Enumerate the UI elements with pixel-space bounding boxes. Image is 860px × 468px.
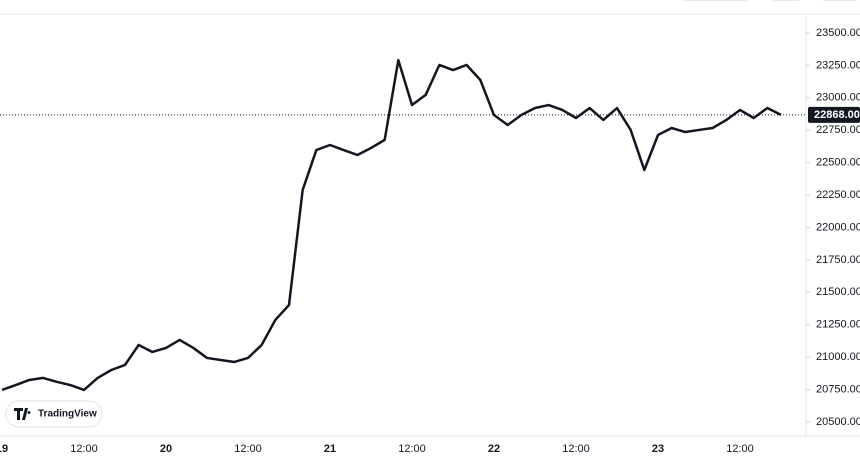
y-tick-label: 22000.00 (816, 221, 860, 233)
x-tick-label: 21 (324, 443, 336, 455)
y-tick-label: 23500.00 (816, 27, 860, 39)
x-tick-label: 12:00 (398, 443, 426, 455)
y-tick-label: 23000.00 (816, 92, 860, 104)
y-tick-label: 21500.00 (816, 286, 860, 298)
y-tick-label: 22750.00 (816, 124, 860, 136)
watermark-logo (14, 408, 31, 420)
x-tick-label: 20 (160, 443, 172, 455)
y-tick-label: 22250.00 (816, 189, 860, 201)
x-tick-label: 12:00 (70, 443, 98, 455)
y-tick-label: 21750.00 (816, 254, 860, 266)
last-price-label: 22868.00 (814, 109, 860, 121)
watermark: TradingView (5, 400, 103, 428)
y-tick-label: 22500.00 (816, 157, 860, 169)
watermark-text: TradingView (38, 409, 97, 420)
price-line (1, 58, 782, 392)
y-tick-label: 21000.00 (816, 351, 860, 363)
y-tick-label: 21250.00 (816, 319, 860, 331)
x-tick-label: 23 (652, 443, 664, 455)
watermark-box (5, 400, 103, 428)
y-tick-label: 23250.00 (816, 59, 860, 71)
y-tick-label: 20750.00 (816, 383, 860, 395)
x-tick-label: 12:00 (562, 443, 590, 455)
y-tick-label: 20500.00 (816, 416, 860, 428)
x-tick-label: 12:00 (726, 443, 754, 455)
x-tick-label: 12:00 (234, 443, 262, 455)
x-tick-label: 22 (488, 443, 500, 455)
x-tick-label: 19 (0, 443, 8, 455)
last-price-box (808, 106, 860, 123)
